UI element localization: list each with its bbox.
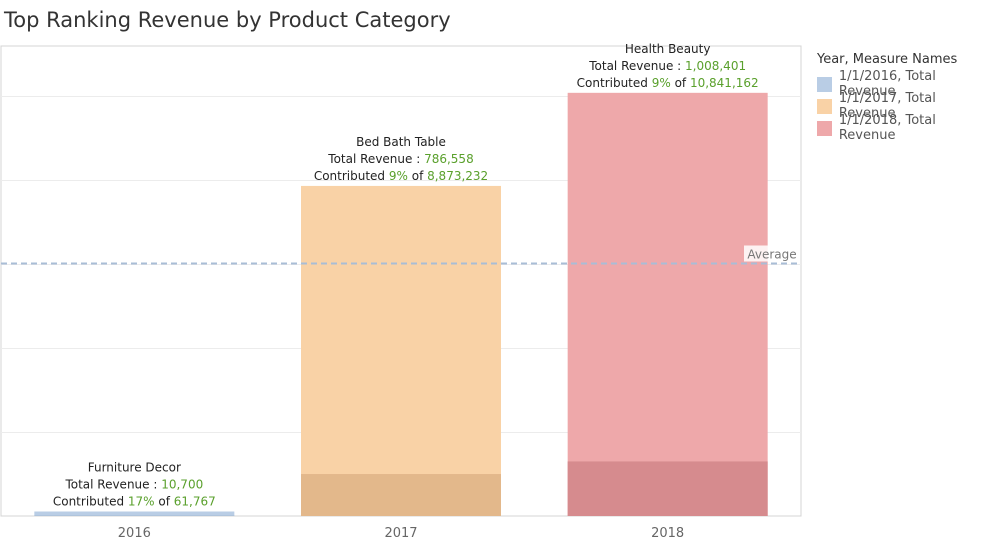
x-tick-label: 2016 — [118, 526, 151, 541]
legend-swatch-2018 — [817, 120, 832, 136]
average-label: Average — [747, 248, 796, 262]
legend-title: Year, Measure Names — [817, 52, 958, 67]
annotation-revenue: Total Revenue : 10,700 — [64, 478, 203, 492]
bar-segment-2016 — [34, 515, 235, 516]
annotation-revenue: Total Revenue : 1,008,401 — [588, 59, 746, 73]
legend-item-2018[interactable]: 1/1/2018, Total Revenue — [817, 113, 995, 143]
bar-2016 — [34, 511, 235, 516]
bar-segment-2017 — [301, 474, 501, 516]
bar-segment-2018 — [567, 461, 768, 516]
legend-label-2018: 1/1/2018, Total Revenue — [838, 113, 936, 143]
annotation-category: Furniture Decor — [88, 461, 181, 475]
legend-swatch-2016 — [817, 76, 832, 92]
legend-label-2016: 1/1/2016, Total Revenue — [838, 69, 936, 99]
bar-2017 — [301, 185, 501, 516]
bar-2018 — [567, 92, 768, 516]
legend: Year, Measure Names 1/1/2016, Total Reve… — [817, 52, 995, 143]
chart-title: Top Ranking Revenue by Product Category — [4, 8, 451, 32]
x-tick-label: 2018 — [651, 526, 684, 541]
annotation-contribution: Contributed 17% of 61,767 — [53, 495, 216, 509]
legend-item-2016[interactable]: 1/1/2016, Total Revenue — [817, 69, 995, 99]
average-label-bg — [744, 245, 800, 262]
annotation-category: Bed Bath Table — [356, 135, 446, 149]
legend-label-2017: 1/1/2017, Total Revenue — [838, 91, 936, 121]
x-tick-label: 2017 — [384, 526, 417, 541]
legend-swatch-2017 — [817, 98, 832, 114]
annotation-revenue: Total Revenue : 786,558 — [327, 152, 473, 166]
annotation-contribution: Contributed 9% of 10,841,162 — [577, 76, 759, 90]
legend-item-2017[interactable]: 1/1/2017, Total Revenue — [817, 91, 995, 121]
annotation-contribution: Contributed 9% of 8,873,232 — [314, 169, 488, 183]
annotation-category: Health Beauty — [625, 42, 711, 56]
